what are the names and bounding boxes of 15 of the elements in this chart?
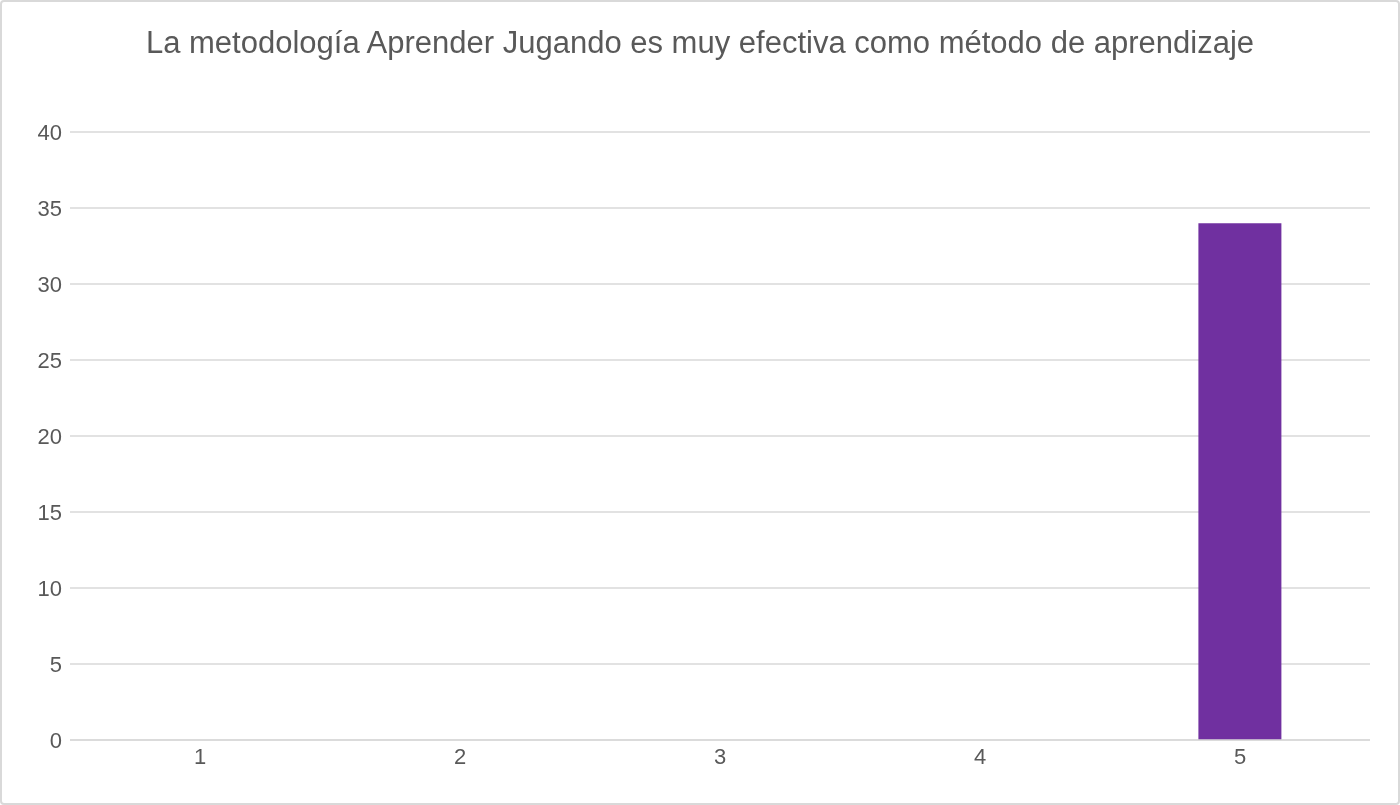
y-tick-label: 20 [37,423,62,449]
chart-title: La metodología Aprender Jugando es muy efectiva como método de aprendizaje [144,24,1256,62]
y-tick-label: 25 [37,347,62,373]
y-tick-label: 10 [37,575,62,601]
x-tick-label: 1 [193,743,207,769]
x-tick-label: 3 [713,743,727,769]
y-tick-label: 0 [49,727,62,753]
y-tick-label: 35 [37,195,62,221]
x-tick-label: 2 [453,743,467,769]
y-tick-label: 15 [37,499,62,525]
y-tick-label: 40 [37,119,62,145]
y-tick-label: 30 [37,271,62,297]
x-tick-label: 4 [973,743,987,769]
x-tick-label: 5 [1233,743,1247,769]
y-tick-label: 5 [49,651,62,677]
